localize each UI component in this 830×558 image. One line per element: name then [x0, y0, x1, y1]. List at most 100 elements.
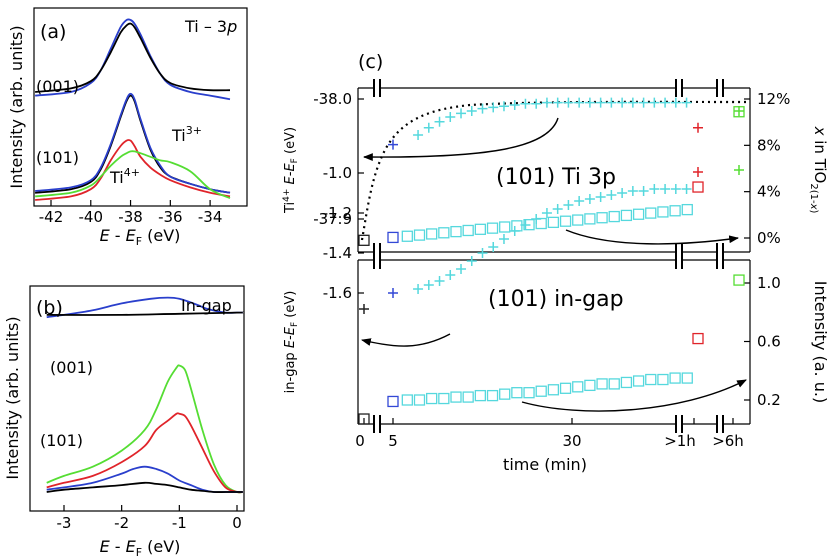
c-top-cross-7: [477, 103, 488, 114]
c-bot-cross-12: [520, 220, 531, 230]
c-top-cross-27: [693, 122, 703, 133]
c-bot-cross-2: [413, 284, 424, 294]
c-break-gap-11: [716, 416, 724, 432]
c-top-ylabel-left: Ti4+ E-EF (eV): [282, 127, 300, 214]
c-top-square-3: [413, 229, 426, 241]
c-bot-square-22: [645, 373, 657, 386]
c-top-square-0: [358, 234, 370, 246]
c-top-lticklabel-0: -38.0: [313, 90, 352, 108]
c-bot-square-11: [511, 387, 523, 399]
panel-b-xaxis: -3 -2 -1 0: [57, 505, 242, 532]
c-bot-square-10: [499, 388, 511, 400]
panel-a-ylabel: Intensity (arb. units): [7, 25, 26, 188]
panel-a: -42 -40 -38 -36 -34 (a) Ti – 3p (001) (101) …: [7, 7, 248, 248]
c-bot-points: [358, 165, 745, 425]
c-bot-cross-3: [423, 280, 434, 290]
c-bot-cross-7: [466, 256, 477, 266]
panel-b-frame: [29, 285, 245, 512]
c-ticks: -38.0 -37.9 12% 8% 4% 0% -1.6 -1.4 -1.2 -1.0 1.0 0.…: [313, 90, 790, 450]
c-bot-cross-29: [734, 165, 744, 175]
panel-b-curve-5: [46, 481, 243, 493]
c-bot-cross-20: [606, 190, 617, 200]
c-bot-square-19: [608, 378, 620, 390]
panel-b-ticklabel-3: 0: [232, 514, 242, 532]
c-bot-cross-23: [638, 186, 649, 196]
c-bot-cross-14: [541, 208, 552, 218]
c-top-square-8: [474, 223, 487, 235]
c-top-cross-10: [509, 100, 520, 110]
c-bot-square-13: [535, 385, 547, 397]
panel-a-ticklabel-3: -36: [158, 208, 183, 226]
c-bot-square-6: [450, 391, 462, 403]
c-break-gap-3: [373, 416, 381, 432]
c-bot-square-0: [358, 413, 370, 425]
c-xticklabel-1: 5: [388, 432, 398, 450]
c-xticklabel-3: >1h: [664, 432, 696, 450]
panel-a-label: (a): [40, 21, 66, 43]
c-bot-rticklabel-2: 0.2: [757, 391, 781, 409]
panel-a-label-001: (001): [36, 77, 79, 96]
c-top-square-26: [692, 181, 704, 193]
panel-b-curve-3: [46, 412, 243, 494]
panel-b: -3 -2 -1 0 (b) In-gap (001) (101) Intensity…: [3, 285, 245, 558]
c-bot-square-25: [681, 372, 693, 384]
panel-b-label: (b): [36, 297, 63, 319]
c-bot-square-21: [632, 375, 645, 387]
c-bot-cross-10: [498, 234, 509, 244]
c-bot-cross-24: [649, 184, 660, 194]
c-bot-cross-26: [670, 184, 681, 194]
c-bot-lticklabel-2: -1.2: [323, 204, 352, 222]
panel-a-ticklabel-4: -34: [198, 208, 223, 226]
panel-b-curve-1: [46, 311, 245, 316]
panel-a-label-101: (101): [36, 148, 79, 167]
c-top-cross-6: [466, 106, 477, 116]
panel-a-title: Ti – 3p: [184, 17, 237, 36]
c-break-gap-8: [716, 80, 724, 96]
c-bot-cross-15: [552, 204, 563, 214]
c-break-gap-4: [675, 80, 683, 96]
c-xlabel: time (min): [503, 455, 587, 474]
c-bot-square-18: [596, 378, 608, 390]
c-break-gap-10: [716, 252, 724, 268]
c-top-cross-17: [584, 97, 595, 108]
c-bot-lticklabel-3: -1.0: [323, 164, 352, 182]
c-top-square-14: [547, 216, 560, 229]
panel-a-curve-1: [35, 22, 231, 93]
c-top-cross-20: [617, 97, 628, 108]
panel-a-curve-3: [35, 92, 231, 194]
c-top-square-13: [535, 217, 547, 230]
c-bot-square-15: [559, 382, 572, 394]
c-top-square-15: [559, 215, 572, 227]
c-top-cross-18: [595, 97, 606, 108]
c-top-rticklabel-3: 0%: [757, 229, 781, 247]
c-bot-square-3: [413, 394, 426, 406]
panel-b-curve-2: [46, 364, 243, 494]
panel-b-title: In-gap: [181, 296, 232, 315]
c-bot-square-27: [733, 274, 745, 286]
c-top-cross-2: [423, 122, 434, 133]
c-bot-square-8: [474, 389, 487, 402]
c-top-square-19: [608, 210, 620, 223]
c-top-cross-14: [552, 97, 563, 108]
c-bot-cross-9: [488, 242, 499, 252]
c-top-square-21: [632, 208, 645, 220]
c-break-gap-7: [675, 416, 683, 432]
c-top-cross-1: [413, 130, 424, 140]
c-bot-square-2: [401, 394, 413, 406]
c-top-cross-23: [649, 97, 660, 108]
c-bot-square-5: [438, 392, 450, 405]
c-bot-square-4: [426, 392, 438, 405]
c-top-cross-15: [563, 97, 574, 108]
c-bot-square-1: [387, 395, 399, 408]
c-top-cross-4: [445, 112, 456, 122]
c-top-square-7: [462, 224, 474, 237]
c-bot-lticklabel-1: -1.4: [323, 244, 352, 262]
panel-a-ticklabel-1: -40: [79, 208, 104, 226]
c-top-points: [358, 97, 745, 246]
c-bot-cross-4: [434, 276, 445, 286]
panel-a-xaxis: -42 -40 -38 -36 -34: [39, 200, 223, 226]
c-top-cross-11: [520, 98, 531, 109]
c-top-cross-12: [531, 98, 542, 109]
c-bot-cross-5: [445, 270, 456, 280]
